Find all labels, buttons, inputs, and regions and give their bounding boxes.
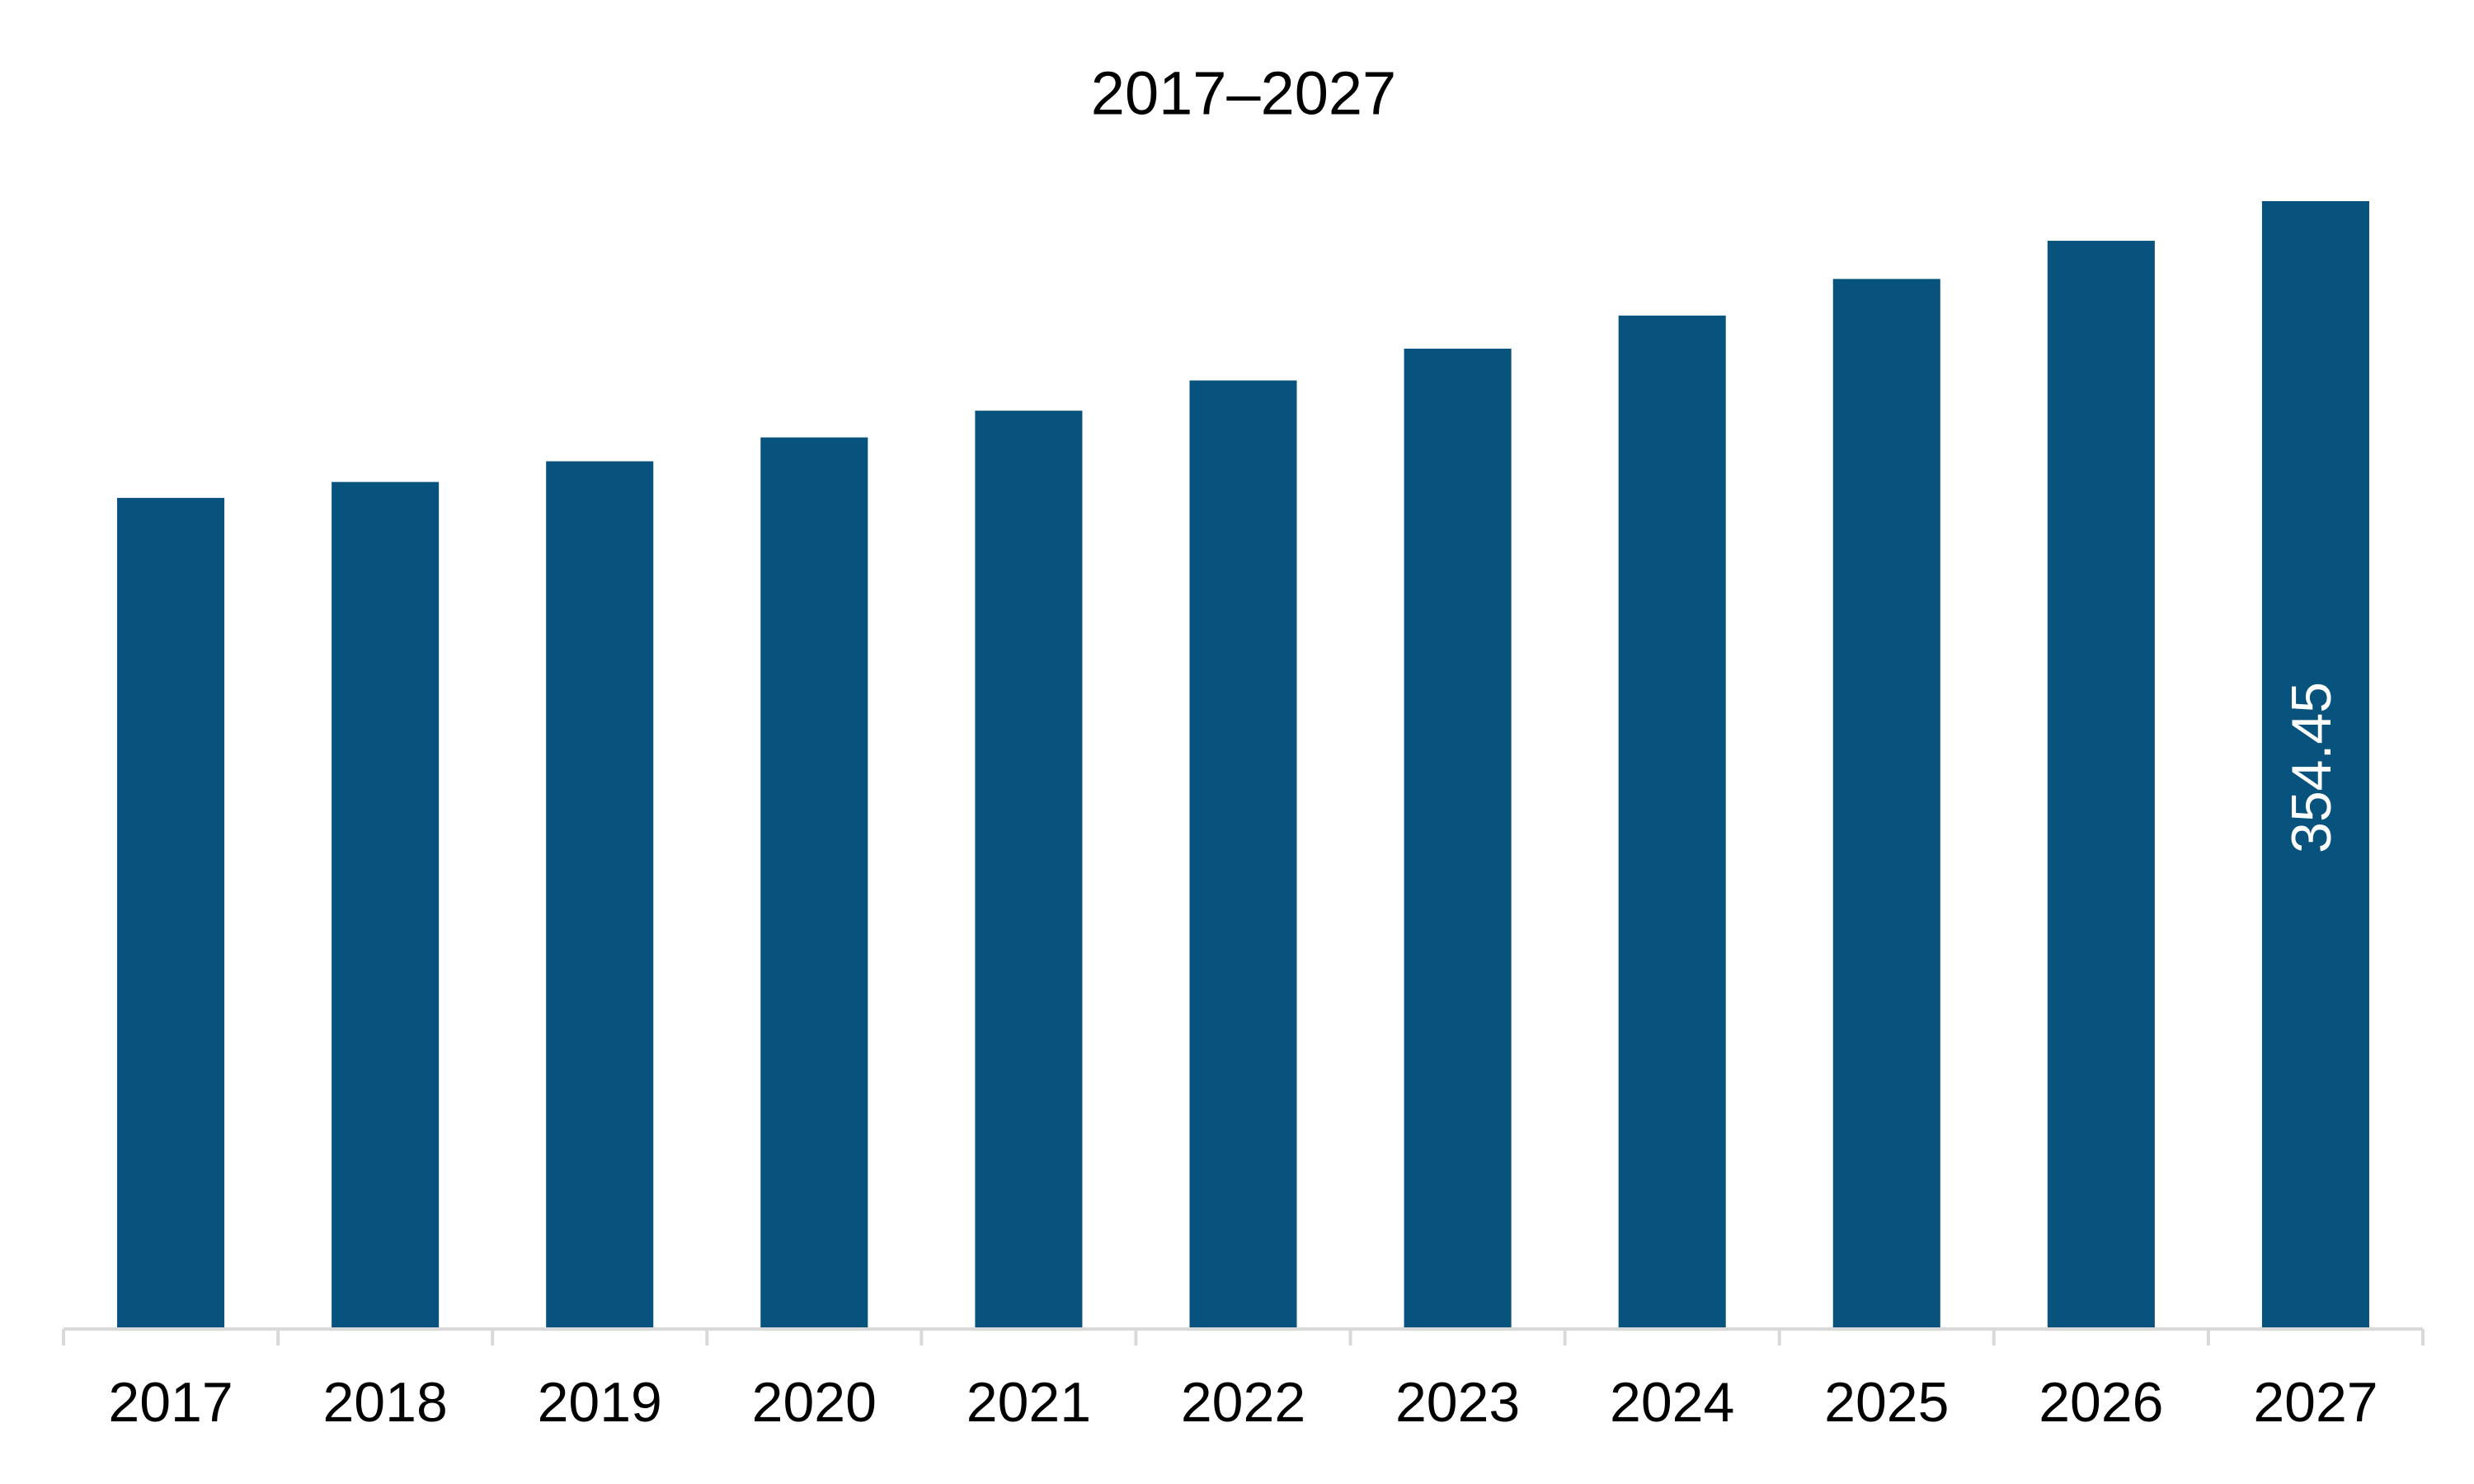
bar bbox=[1404, 348, 1512, 1330]
x-tick-label: 2017 bbox=[108, 1371, 233, 1434]
bar bbox=[1189, 380, 1297, 1329]
bar bbox=[975, 411, 1083, 1330]
bar bbox=[760, 437, 868, 1330]
bar bbox=[2047, 241, 2155, 1329]
x-tick-label: 2018 bbox=[322, 1371, 447, 1434]
x-tick-label: 2022 bbox=[1181, 1371, 1305, 1434]
bar bbox=[117, 497, 225, 1329]
bar bbox=[1618, 315, 1726, 1330]
bar bbox=[1832, 279, 1940, 1330]
x-tick-label: 2027 bbox=[2253, 1371, 2378, 1434]
chart-title: 2017–2027 bbox=[1091, 59, 1396, 128]
bar bbox=[2261, 201, 2369, 1329]
data-label: 354.45 bbox=[2280, 682, 2343, 853]
x-tick-label: 2021 bbox=[967, 1371, 1091, 1434]
x-tick-label: 2019 bbox=[538, 1371, 662, 1434]
x-tick-label: 2023 bbox=[1395, 1371, 1520, 1434]
bar bbox=[546, 461, 654, 1329]
bar bbox=[332, 481, 440, 1329]
x-tick-label: 2020 bbox=[752, 1371, 877, 1434]
x-tick-label: 2025 bbox=[1824, 1371, 1949, 1434]
x-tick-label: 2026 bbox=[2039, 1371, 2163, 1434]
x-tick-label: 2024 bbox=[1610, 1371, 1734, 1434]
